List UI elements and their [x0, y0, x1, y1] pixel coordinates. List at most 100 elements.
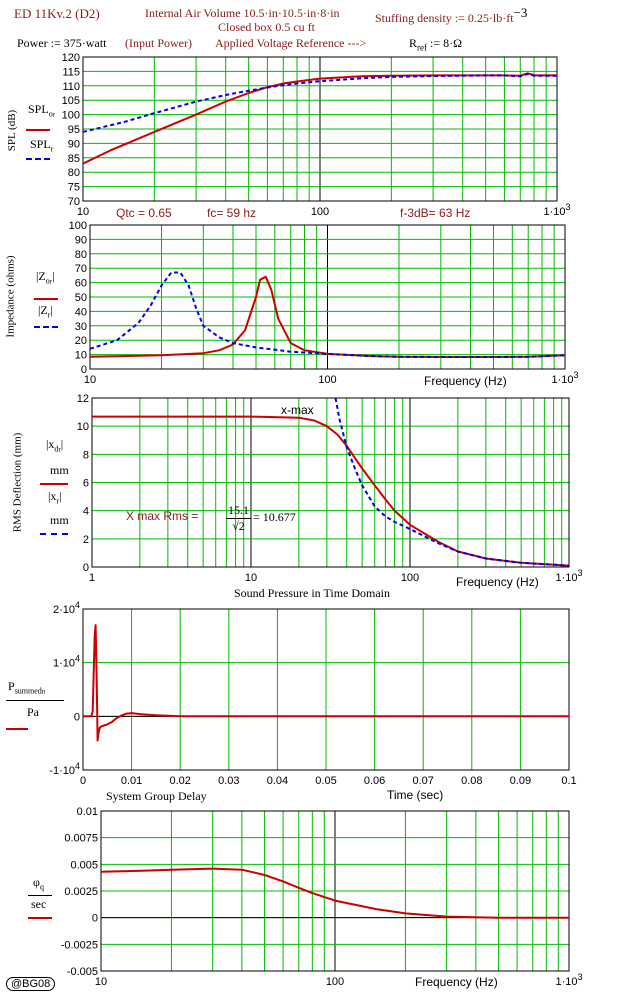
y-tick-label: 70	[68, 196, 80, 208]
y-tick-label: 40	[75, 306, 87, 318]
y-tick-label: 30	[75, 321, 87, 333]
x-tick-label: 10	[84, 374, 96, 386]
series-z-o-r	[90, 275, 565, 358]
x-tick-label: 0.1	[561, 775, 576, 787]
y-tick-label: 90	[75, 234, 87, 246]
plot-frame	[91, 397, 570, 568]
x-tick-label: 100	[318, 374, 336, 386]
xmax-value: = 10.677	[253, 510, 296, 524]
legend-spl-r: SPLr	[30, 137, 54, 154]
x-tick-label: 10	[245, 572, 257, 584]
author-badge: @BG08	[6, 977, 56, 991]
y-tick-label: 4	[83, 506, 89, 518]
rref-text: Rref := 8·Ω	[409, 36, 463, 53]
time-xlabel: Time (sec)	[387, 788, 444, 802]
y-tick-label: 10	[77, 421, 89, 433]
air-volume-text: Internal Air Volume 10.5·in·10.5·in·8·in	[145, 6, 340, 20]
voltage-ref-text: Applied Voltage Reference --->	[215, 36, 367, 50]
y-tick-label: 80	[68, 167, 80, 179]
y-tick-label: 0	[83, 562, 89, 574]
legend-phi-line	[28, 917, 52, 919]
deflection-axis-label: RMS Deflection (mm)	[11, 432, 24, 533]
x-tick-label: 0.09	[510, 775, 531, 787]
plot-frame	[82, 56, 558, 202]
deflection-xlabel: Frequency (Hz)	[456, 575, 539, 589]
legend-x-r: |xr|	[48, 489, 62, 506]
stuffing-text: Stuffing density := 0.25·lb·ft−3	[375, 5, 528, 25]
y-tick-label: 0	[81, 364, 87, 376]
y-tick-label: 2·104	[53, 600, 80, 616]
y-tick-label: 110	[62, 81, 80, 93]
plot-frame	[89, 224, 566, 370]
spl-axis-label: SPL (dB)	[6, 109, 19, 152]
xmax-denominator: √2	[232, 519, 245, 533]
rref-value: := 8·Ω	[427, 36, 463, 50]
x-tick-label: 0.08	[461, 775, 482, 787]
power-text: Power := 375·watt	[17, 36, 107, 50]
x-tick-label: 1·103	[555, 568, 582, 584]
input-power-text: (Input Power)	[125, 36, 192, 50]
y-tick-label: 95	[68, 124, 80, 136]
y-tick-label: 80	[75, 249, 87, 261]
x-tick-label: 1·103	[555, 972, 582, 988]
legend-pa: Pa	[27, 705, 39, 719]
legend-spl-or: SPLor	[28, 102, 56, 119]
legend-spl-or-line	[26, 129, 50, 131]
x-tick-label: 0.01	[121, 775, 142, 787]
y-tick-label: 0	[92, 913, 98, 925]
y-tick-label: 85	[68, 153, 80, 165]
y-tick-label: 12	[77, 393, 89, 405]
y-tick-label: 115	[62, 66, 80, 78]
box-text: Closed box 0.5 cu ft	[218, 20, 315, 34]
xmax-fraction: 15.1 √2	[226, 503, 251, 534]
y-tick-label: 50	[75, 292, 87, 304]
y-tick-label: 70	[75, 263, 87, 275]
y-tick-label: 10	[75, 350, 87, 362]
series-spl-o-r	[83, 72, 557, 165]
series-z-r	[90, 271, 565, 358]
f3db-annotation: f-3dB= 63 Hz	[400, 206, 471, 220]
y-tick-label: 2	[83, 534, 89, 546]
stuffing-exponent: −3	[513, 5, 528, 20]
chart-5: -0.005 -0.0025 0 0.0025 0.005 0.0075 0.01 10 100…	[61, 806, 583, 988]
chart-3: 0 2 4 6 8 10 12 1 10 100 1·103	[77, 393, 583, 584]
y-tick-label: -0.005	[67, 966, 98, 978]
x-tick-label: 0.05	[315, 775, 336, 787]
legend-x-r-mm: mm	[50, 513, 69, 527]
legend-phi: φq	[33, 875, 44, 892]
legend-x-dr: |xdr|	[46, 437, 64, 454]
legend-x-dr-mm: mm	[50, 463, 69, 477]
y-tick-label: 90	[68, 138, 80, 150]
x-tick-label: 0.04	[267, 775, 288, 787]
x-tick-label: 0	[80, 775, 86, 787]
x-tick-label: 1	[89, 572, 95, 584]
xmax-rms-label: X max Rms =	[126, 509, 199, 523]
legend-z-or-line	[34, 298, 58, 300]
fc-annotation: fc= 59 hz	[207, 206, 257, 220]
sound-pressure-title: Sound Pressure in Time Domain	[234, 586, 391, 600]
y-tick-label: 0.01	[77, 806, 98, 818]
plot-frame	[82, 608, 570, 771]
y-tick-label: 120	[62, 52, 80, 64]
series-x-d-r	[92, 415, 569, 567]
chart-title: ED 11Kv.2 (D2)	[14, 6, 100, 21]
x-tick-label: 10	[77, 206, 89, 218]
impedance-xlabel: Frequency (Hz)	[424, 374, 507, 388]
legend-phi-bar	[28, 895, 52, 896]
x-tick-label: 0.02	[169, 775, 190, 787]
legend-p-line	[6, 728, 28, 730]
legend-spl-r-line	[26, 158, 50, 160]
legend-z-r-line	[34, 326, 58, 328]
series-phi-q	[101, 867, 569, 919]
y-tick-label: 60	[75, 278, 87, 290]
xmax-numerator: 15.1	[226, 503, 251, 519]
series-p-summed-n	[83, 624, 569, 742]
plot-frame	[100, 810, 570, 972]
x-tick-label: 0.06	[364, 775, 385, 787]
y-tick-label: 0.005	[70, 859, 98, 871]
y-tick-label: -1·104	[49, 761, 80, 777]
legend-z-or: |Zor|	[36, 269, 55, 286]
x-tick-label: 0.07	[412, 775, 433, 787]
x-tick-label: 1·103	[543, 202, 570, 218]
